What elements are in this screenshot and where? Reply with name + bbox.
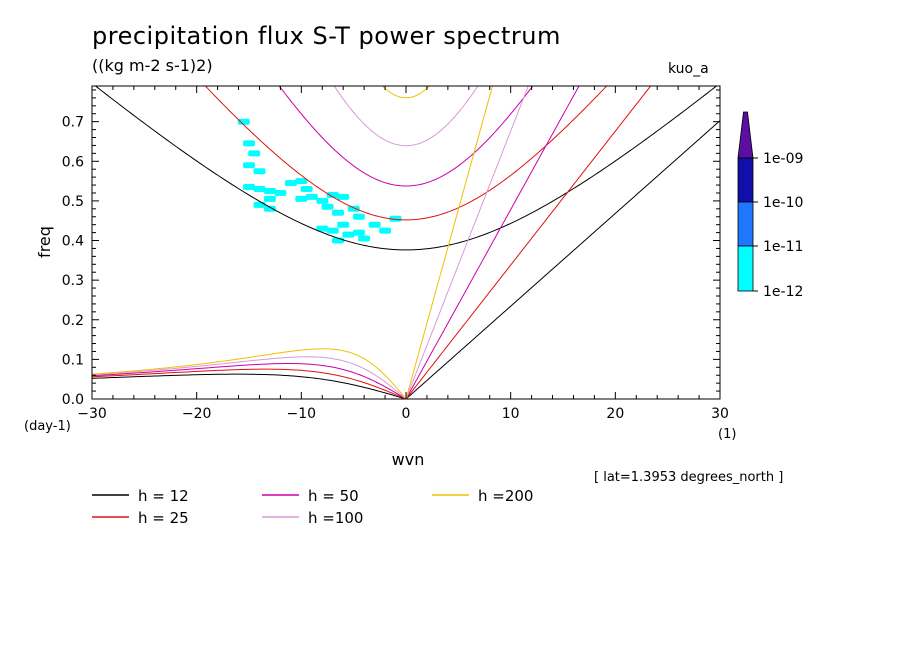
- curve-kelvin-h25: [405, 86, 652, 399]
- chart-title: precipitation flux S-T power spectrum: [92, 22, 561, 50]
- plot-frame: [91, 85, 721, 400]
- x-tick-label: 0: [402, 406, 411, 422]
- contour-patch: [337, 193, 350, 200]
- contour-patch: [243, 184, 255, 190]
- colorbar-top-triangle: [737, 111, 754, 159]
- curve-kelvin-h100: [405, 86, 529, 399]
- latitude-info: [ lat=1.3953 degrees_north ]: [594, 470, 784, 485]
- contour-patch: [253, 201, 266, 208]
- y-tick-label: 0.2: [62, 313, 84, 329]
- contour-patch: [274, 190, 287, 196]
- contour-patch: [358, 235, 371, 242]
- x-tick-label: −30: [77, 406, 107, 422]
- contour-patch: [237, 118, 250, 125]
- colorbar-label: 1e-11: [763, 239, 803, 255]
- y-tick-label: 0.6: [62, 154, 84, 170]
- contour-patch: [263, 205, 276, 212]
- power-contour-patches: [237, 118, 402, 244]
- colorbar-label: 1e-09: [763, 151, 803, 167]
- y-tick-label: 0.1: [62, 352, 84, 368]
- colorbar-swatch: [737, 245, 754, 292]
- curve-kelvin-h200: [405, 86, 494, 399]
- y-tick-label: 0.4: [62, 234, 84, 250]
- curve-rossby-h12: [92, 373, 407, 399]
- curve-inertia-gravity-h100: [333, 86, 479, 147]
- contour-patch: [316, 225, 329, 232]
- contour-patch: [326, 227, 339, 234]
- contour-patch: [263, 188, 276, 194]
- contour-patch: [332, 209, 344, 216]
- contour-patch: [347, 205, 360, 212]
- y-axis-label: freq: [35, 226, 54, 258]
- contour-patch: [253, 168, 266, 175]
- contour-patch: [300, 186, 313, 192]
- legend-label: h = 25: [138, 509, 189, 527]
- contour-patch: [284, 180, 297, 187]
- y-tick-label: 0.3: [62, 273, 84, 289]
- legend: h = 12 h = 25 h = 50 h =100 h =200: [92, 487, 533, 527]
- contour-patch: [243, 162, 255, 169]
- contour-patch: [321, 203, 334, 210]
- contour-patch: [389, 215, 402, 222]
- contour-patch: [305, 193, 318, 200]
- curve-inertia-gravity-h50: [278, 86, 534, 187]
- contour-patch: [352, 229, 365, 236]
- contour-patch: [368, 221, 381, 228]
- colorbar-label: 1e-10: [763, 195, 803, 211]
- contour-patch: [263, 195, 276, 202]
- x-tick-label: −20: [182, 406, 212, 422]
- curve-rossby-h200: [92, 348, 407, 399]
- curve-inertia-gravity-h25: [204, 86, 608, 221]
- legend-label: h =200: [478, 487, 533, 505]
- contour-patch: [243, 140, 255, 147]
- axes: −30 −20 −10 0 10 20 30 0.0 0.1 0.2 0.3 0.4 0.5 0.6 0.7…: [24, 86, 736, 469]
- x-axis-label: wvn: [392, 450, 425, 469]
- dataset-label: kuo_a: [668, 61, 709, 77]
- colorbar-label: 1e-12: [763, 284, 803, 300]
- legend-label: h = 50: [308, 487, 359, 505]
- curve-rossby-h100: [92, 356, 407, 399]
- contour-patch: [326, 192, 339, 198]
- y-tick-label: 0.5: [62, 194, 84, 210]
- legend-label: h = 12: [138, 487, 189, 505]
- x-tick-label: 10: [502, 406, 520, 422]
- x-units-label: (1): [718, 427, 736, 442]
- y-tick-label: 0.7: [62, 115, 84, 131]
- colorbar-swatch: [737, 157, 754, 203]
- contour-patch: [253, 186, 266, 192]
- x-tick-label: 30: [711, 406, 729, 422]
- curve-kelvin-h12: [405, 120, 720, 399]
- contour-patch: [248, 150, 261, 157]
- curve-kelvin-h50: [405, 86, 580, 399]
- curve-rossby-h25: [92, 368, 407, 399]
- colorbar: 1e-09 1e-10 1e-11 1e-12: [737, 111, 803, 300]
- contour-patch: [316, 197, 329, 204]
- contour-patch: [352, 213, 365, 220]
- curve-inertia-gravity-h12: [94, 86, 718, 251]
- x-tick-label: −10: [287, 406, 317, 422]
- y-tick-label: 0.0: [62, 392, 84, 408]
- legend-label: h =100: [308, 509, 363, 527]
- curve-inertia-gravity-h200: [381, 86, 431, 99]
- contour-patch: [295, 195, 308, 202]
- contour-patch: [379, 227, 392, 234]
- contour-patch: [342, 231, 355, 238]
- dispersion-curves: [92, 86, 720, 399]
- colorbar-swatch: [737, 201, 754, 247]
- y-units-label: (day-1): [24, 419, 71, 434]
- contour-patch: [295, 178, 308, 185]
- chart-units: ((kg m-2 s-1)2): [92, 56, 213, 75]
- x-tick-label: 20: [606, 406, 624, 422]
- contour-patch: [337, 221, 350, 228]
- curve-rossby-h50: [92, 362, 407, 399]
